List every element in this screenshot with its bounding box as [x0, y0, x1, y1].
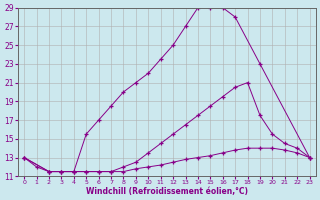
- X-axis label: Windchill (Refroidissement éolien,°C): Windchill (Refroidissement éolien,°C): [86, 187, 248, 196]
